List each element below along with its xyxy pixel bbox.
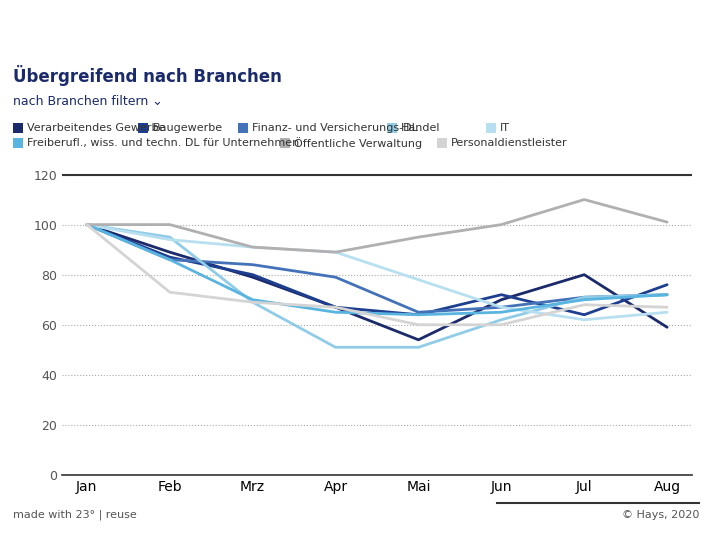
Text: Öffentliche Verwaltung: Öffentliche Verwaltung: [295, 137, 422, 149]
Text: made with 23° | reuse: made with 23° | reuse: [13, 510, 136, 520]
Text: Baugewerbe: Baugewerbe: [153, 123, 222, 133]
Text: Freiberufl., wiss. und techn. DL für Unternehmen: Freiberufl., wiss. und techn. DL für Unt…: [27, 138, 299, 148]
Text: nach Branchen filtern ⌄: nach Branchen filtern ⌄: [13, 95, 163, 108]
Text: © Hays, 2020: © Hays, 2020: [622, 510, 699, 520]
Text: IT: IT: [501, 123, 510, 133]
Text: Personaldienstleister: Personaldienstleister: [451, 138, 567, 148]
Text: Übergreifend nach Branchen: Übergreifend nach Branchen: [13, 65, 282, 86]
Text: Handel: Handel: [401, 123, 440, 133]
Text: Finanz- und Versicherungs-DL: Finanz- und Versicherungs-DL: [252, 123, 417, 133]
Text: Verarbeitendes Gewerbe: Verarbeitendes Gewerbe: [27, 123, 165, 133]
Text: Veränderung Stellenmarkt für Fachkräfte in Deutschland (2020): Veränderung Stellenmarkt für Fachkräfte …: [13, 15, 710, 35]
